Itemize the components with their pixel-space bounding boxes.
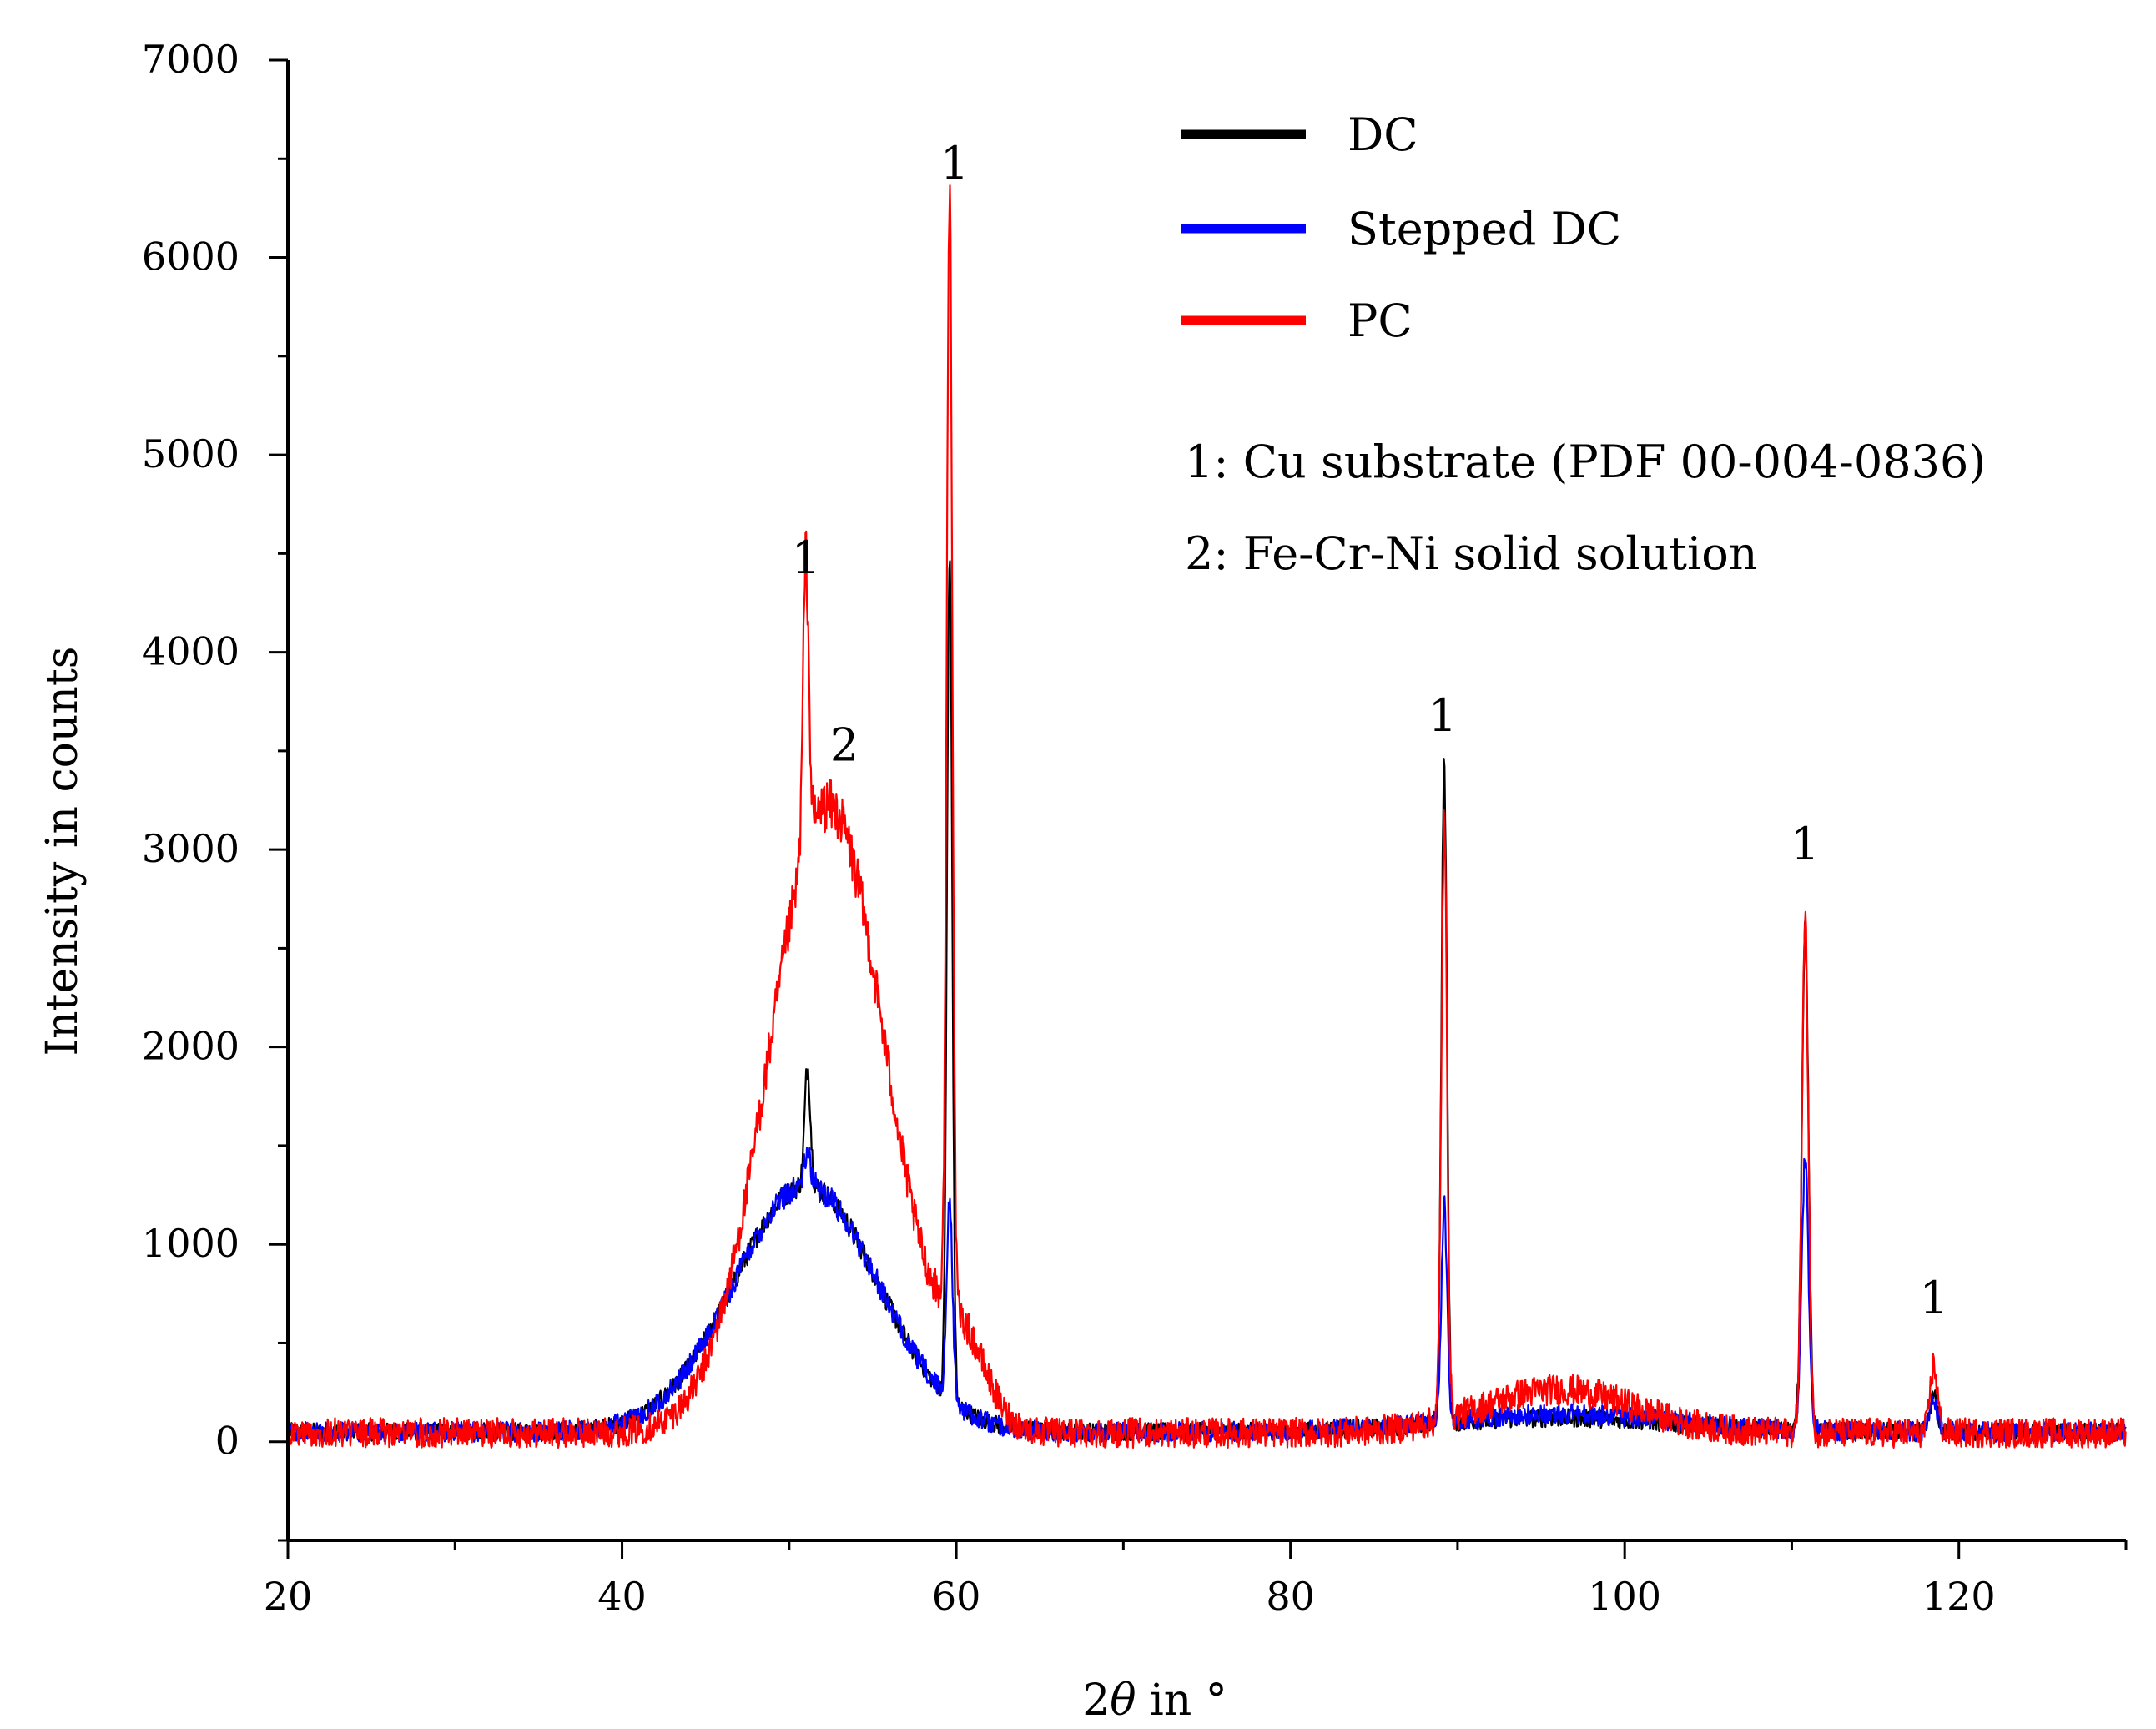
y-tick-label: 7000 <box>142 37 239 82</box>
y-axis-title: Intensity in counts <box>38 647 88 1056</box>
y-tick-label: 0 <box>215 1419 239 1464</box>
legend-label-dc: DC <box>1348 108 1418 161</box>
legend: DC Stepped DC PC <box>1181 108 1621 347</box>
y-tick-label: 4000 <box>142 629 239 674</box>
y-tick-label: 1000 <box>142 1221 239 1266</box>
y-tick-label: 2000 <box>142 1024 239 1069</box>
peak-annotations: 1 2 1 1 1 1 <box>792 137 1948 1324</box>
axes-layer: 0 1000 2000 3000 4000 5000 6000 7000 20 40 60 80 100… <box>142 37 2128 1619</box>
phase-note-fe-cr-ni: 2: Fe-Cr-Ni solid solution <box>1185 527 1758 580</box>
phase-notes: 1: Cu substrate (PDF 00-004-0836) 2: Fe-… <box>1185 436 1986 580</box>
peak-annotation: 2 <box>830 719 859 772</box>
x-tick-label: 80 <box>1266 1574 1315 1619</box>
x-axis-title-symbol: θ <box>1110 1676 1136 1726</box>
x-axis-title-suffix: in ° <box>1136 1676 1227 1726</box>
x-tick-label: 20 <box>264 1574 313 1619</box>
peak-annotation: 1 <box>1428 689 1457 742</box>
phase-note-cu-substrate: 1: Cu substrate (PDF 00-004-0836) <box>1185 436 1986 488</box>
x-axis-title: 2θ in ° <box>1082 1676 1227 1726</box>
y-tick-label: 3000 <box>142 826 239 871</box>
legend-item-pc: PC <box>1181 295 1413 347</box>
series-line-pc <box>288 184 2127 1449</box>
x-tick-label: 40 <box>597 1574 647 1619</box>
peak-annotation: 1 <box>940 137 969 189</box>
x-axis-title-prefix: 2 <box>1082 1676 1110 1726</box>
x-tick-label: 120 <box>1922 1574 1996 1619</box>
x-tick-label: 60 <box>932 1574 981 1619</box>
legend-label-pc: PC <box>1348 295 1413 347</box>
series-layer <box>288 184 2127 1449</box>
peak-annotation: 1 <box>792 532 820 584</box>
y-tick-label: 6000 <box>142 234 239 280</box>
x-tick-label: 100 <box>1588 1574 1661 1619</box>
y-tick-label: 5000 <box>142 431 239 476</box>
peak-annotation: 1 <box>1791 818 1819 870</box>
peak-annotation: 1 <box>1920 1272 1948 1324</box>
legend-label-stepped-dc: Stepped DC <box>1348 203 1621 255</box>
legend-item-dc: DC <box>1181 108 1418 161</box>
legend-item-stepped-dc: Stepped DC <box>1181 203 1621 255</box>
